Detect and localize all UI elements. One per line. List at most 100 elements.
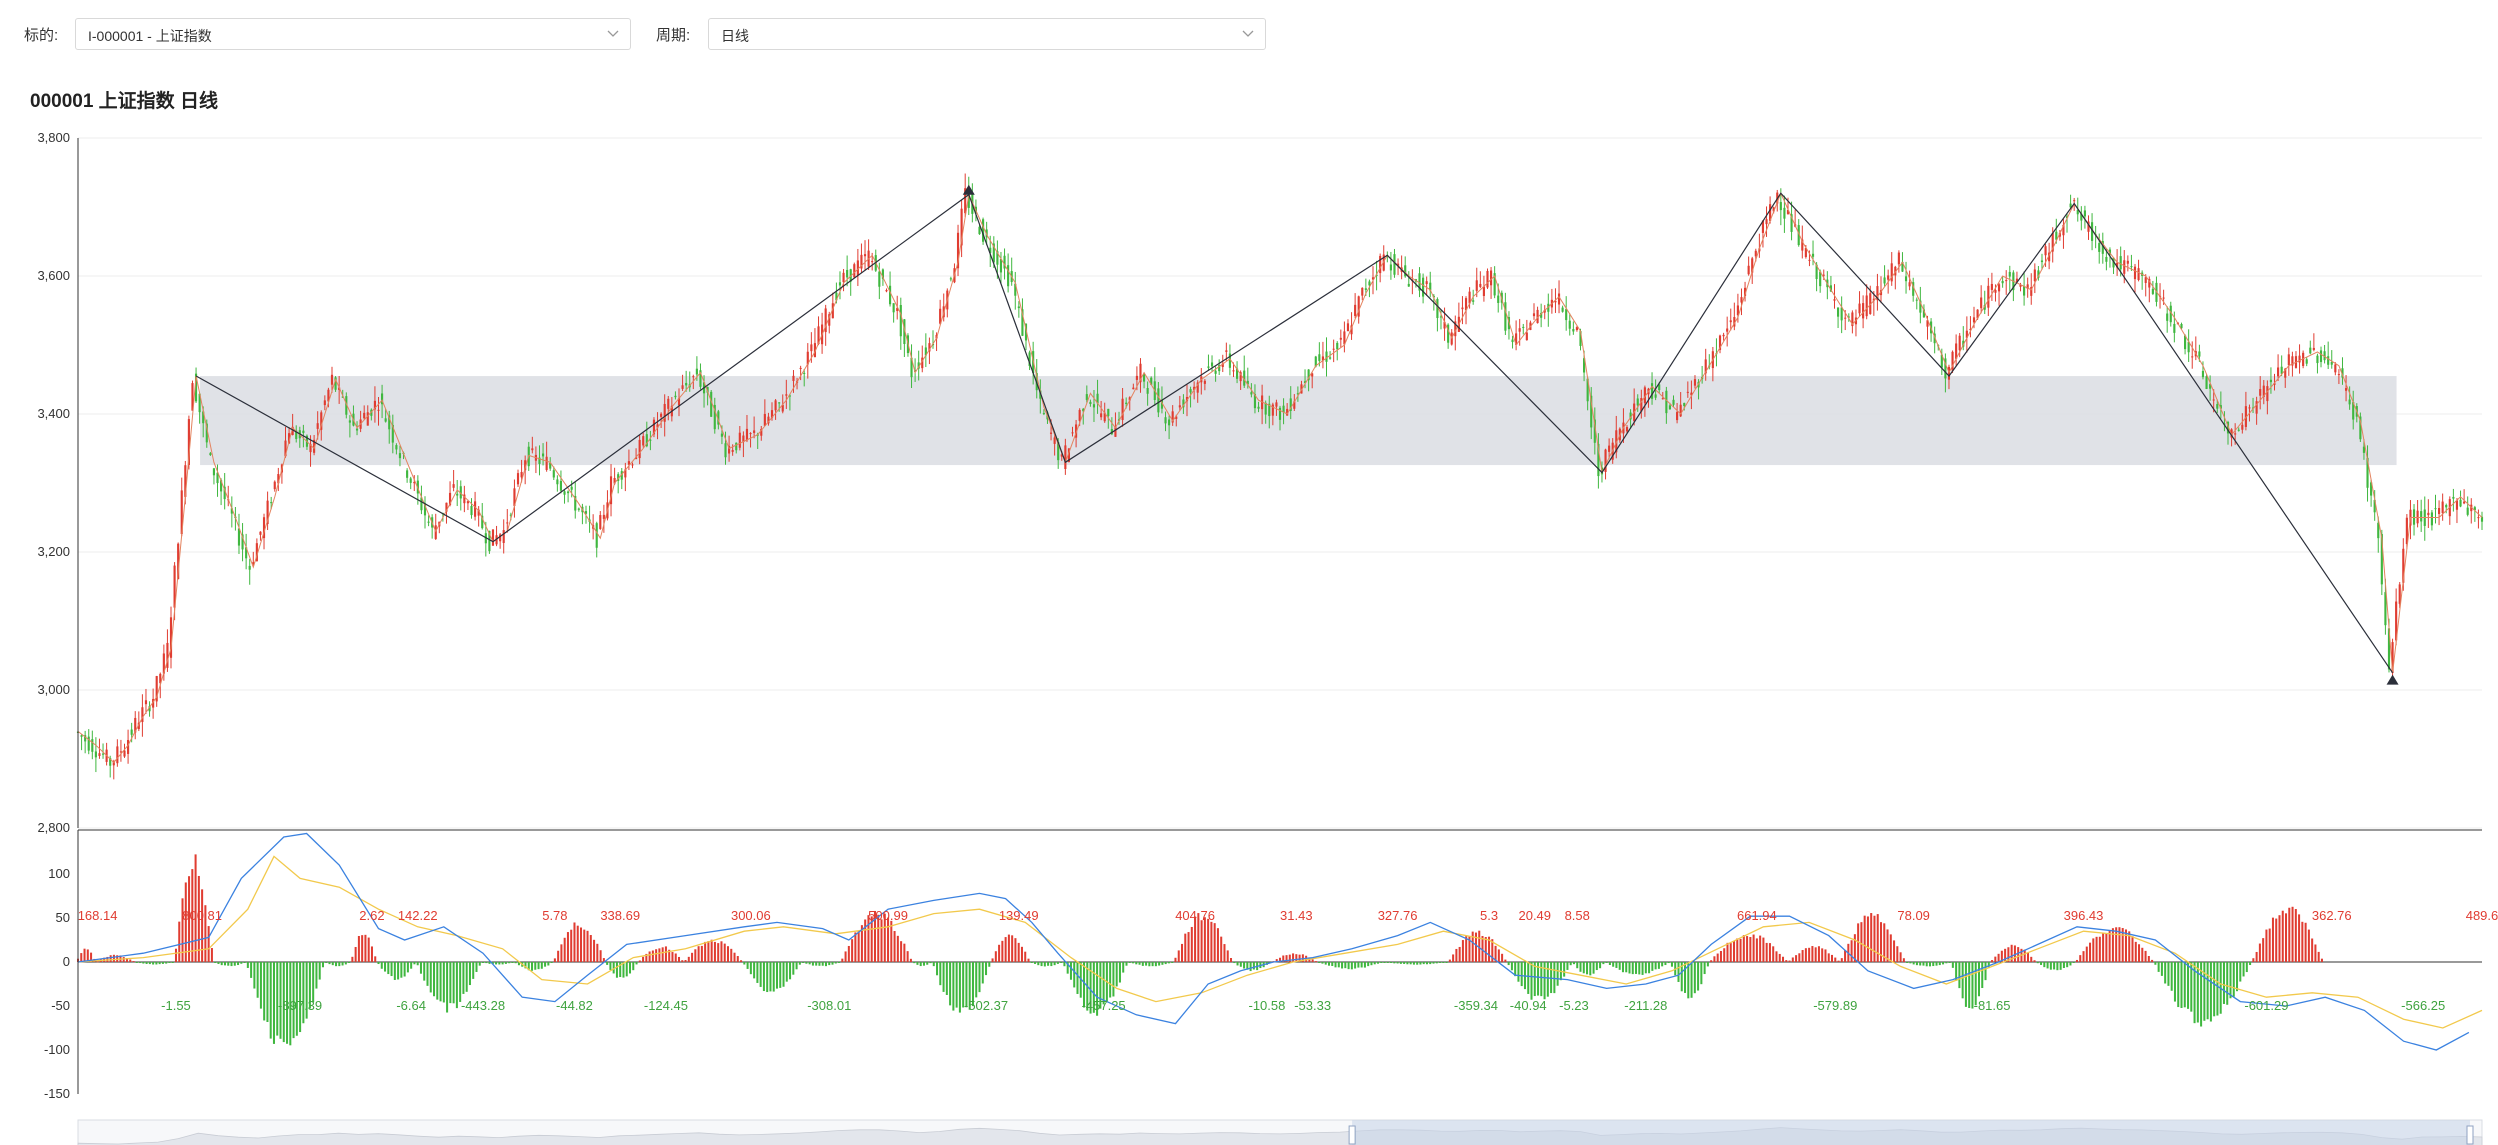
macd-bar <box>1458 946 1461 962</box>
symbol-select[interactable]: I-000001 - 上证指数 <box>75 18 631 50</box>
candle-body <box>273 481 276 490</box>
macd-bar <box>142 962 145 964</box>
macd-peak-label: 78.09 <box>1897 908 1930 923</box>
macd-bar <box>423 962 426 981</box>
macd-bar <box>2017 947 2020 962</box>
candle-body <box>2087 221 2090 232</box>
candle-body <box>1196 382 1199 393</box>
candle-body <box>1325 351 1328 362</box>
macd-bar <box>2049 962 2052 970</box>
macd-bar <box>1530 962 1533 1000</box>
macd-bar <box>259 962 262 1009</box>
macd-bar <box>2144 950 2147 962</box>
candle-body <box>1976 309 1979 319</box>
candle-body <box>549 462 552 469</box>
macd-bar <box>2307 929 2310 962</box>
macd-bar <box>1860 922 1863 962</box>
candle-body <box>856 260 859 276</box>
candle-body <box>2033 269 2036 282</box>
macd-bar <box>1540 962 1543 997</box>
candle-body <box>1067 448 1071 462</box>
macd-trough-label: -1.55 <box>161 998 191 1013</box>
macd-bar <box>1582 962 1585 974</box>
macd-bar <box>246 962 249 968</box>
candle-body <box>620 471 623 480</box>
macd-bar <box>870 916 873 962</box>
macd-bar <box>1729 943 1732 962</box>
macd-bar <box>308 962 311 1009</box>
candle-body <box>1722 334 1725 337</box>
candle-body <box>370 409 373 416</box>
macd-bar <box>2255 951 2258 962</box>
macd-bar <box>86 949 89 962</box>
macd-bar <box>1321 962 1324 964</box>
macd-bar <box>429 962 432 993</box>
macd-tick-label: -50 <box>51 998 70 1013</box>
macd-bar <box>2239 962 2242 982</box>
price-path-line <box>77 191 2483 764</box>
macd-bar <box>531 962 534 971</box>
period-select[interactable]: 日线 <box>708 18 1266 50</box>
macd-bar <box>691 952 694 962</box>
candle-body <box>1683 402 1686 407</box>
macd-bar <box>80 953 83 962</box>
macd-bar <box>1579 962 1582 972</box>
candle-body <box>1171 411 1174 423</box>
macd-bar <box>1461 940 1464 962</box>
candle-body <box>1253 394 1257 409</box>
candle-body <box>1797 225 1800 246</box>
candle-body <box>1736 305 1739 316</box>
macd-bar <box>704 941 707 962</box>
candle-body <box>1554 300 1557 303</box>
macd-bar <box>504 962 507 964</box>
macd-bar <box>217 962 220 964</box>
macd-bar <box>197 875 200 962</box>
candle-body <box>355 428 359 431</box>
candle-body <box>1486 270 1489 288</box>
macd-bar <box>740 960 743 962</box>
macd-trough-label: -308.01 <box>807 998 851 1013</box>
candle-body <box>1661 398 1664 400</box>
candle-body <box>1972 317 1976 323</box>
macd-bar <box>818 962 821 966</box>
candle-body <box>2069 203 2072 208</box>
candle-body <box>1125 402 1128 404</box>
macd-bar <box>2108 930 2111 962</box>
macd-bar <box>550 962 553 963</box>
macd-bar <box>145 962 148 964</box>
candle-body <box>513 488 516 506</box>
macd-bar <box>1840 958 1843 962</box>
candle-body <box>1583 358 1586 373</box>
macd-bar <box>1180 943 1184 962</box>
candle-body <box>1543 309 1546 313</box>
candle-body <box>2277 367 2280 377</box>
macd-bar <box>1670 962 1673 967</box>
macd-bar <box>2196 962 2199 1023</box>
macd-bar <box>1889 934 1892 962</box>
macd-bar <box>1207 918 1210 962</box>
macd-bar <box>1298 954 1301 962</box>
macd-bar <box>1011 935 1014 962</box>
macd-bar <box>2213 962 2216 1017</box>
macd-bar <box>2095 936 2098 962</box>
candle-body <box>1790 214 1793 232</box>
candle-body <box>2030 287 2033 296</box>
macd-bar <box>1210 921 1213 962</box>
macd-bar <box>2164 962 2167 984</box>
datazoom-slider[interactable] <box>77 1119 2483 1145</box>
macd-bar <box>1935 962 1938 966</box>
macd-bar <box>1220 936 1223 962</box>
macd-bar <box>1615 962 1618 968</box>
macd-bar <box>560 944 563 962</box>
macd-bar <box>1014 938 1017 962</box>
macd-bar <box>1602 962 1605 965</box>
macd-bar <box>668 949 671 962</box>
macd-bar <box>299 962 302 1033</box>
candle-body <box>1944 358 1947 379</box>
candle-body <box>903 319 906 345</box>
macd-bar <box>2056 962 2059 971</box>
candle-body <box>1364 288 1367 290</box>
candle-body <box>2330 361 2333 365</box>
candle-body <box>667 398 670 409</box>
macd-bar <box>1252 962 1255 970</box>
